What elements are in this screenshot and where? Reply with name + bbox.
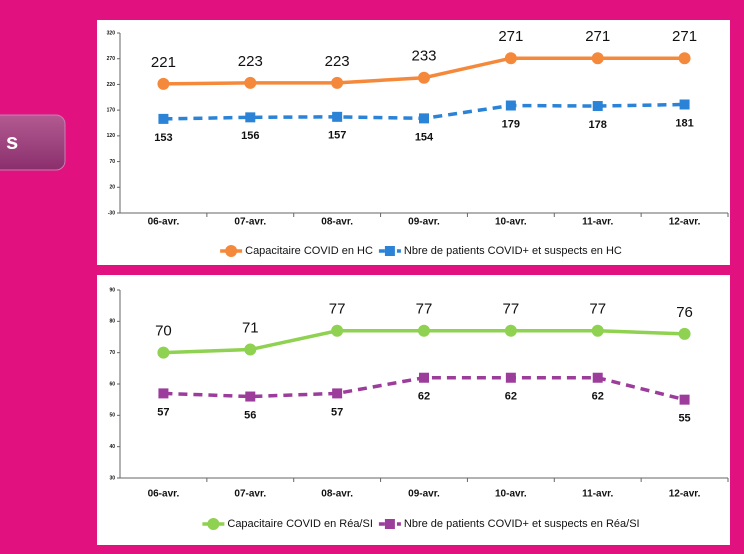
y-tick-label: 70 [109,159,115,165]
x-tick-label: 06-avr. [148,217,180,228]
data-label: 181 [675,117,693,129]
data-label: 57 [331,406,343,418]
data-label: 271 [498,28,523,45]
data-label: 76 [676,304,693,321]
legend-label: Nbre de patients COVID+ et suspects en H… [404,245,622,257]
chart-panel [97,275,730,545]
data-point [678,327,691,340]
y-tick-label: 320 [107,30,116,36]
data-label: 221 [151,54,176,71]
y-tick-label: 170 [107,107,116,113]
data-point [157,346,170,359]
data-point [592,372,603,383]
legend-marker [207,518,220,530]
data-point [158,388,169,399]
x-tick-label: 08-avr. [321,489,353,500]
data-label: 153 [154,132,172,144]
data-point [157,77,170,90]
data-point [245,112,256,123]
y-tick-label: 40 [109,444,115,450]
data-point [418,71,430,84]
data-label: 271 [585,28,610,45]
legend-marker [225,245,238,257]
data-point [591,52,604,65]
data-label: 62 [505,391,517,403]
legend-label: Capacitaire COVID en Réa/SI [227,518,373,530]
data-label: 156 [241,130,259,142]
data-point [245,391,256,402]
data-point [244,76,257,89]
data-point [418,324,430,337]
data-point [419,113,429,124]
legend-marker [384,519,395,529]
data-label: 223 [325,53,350,70]
data-point [591,324,604,337]
x-tick-label: 11-avr. [582,489,613,500]
data-label: 233 [411,48,436,65]
data-point [332,111,343,122]
data-label: 154 [415,131,434,143]
chart-panel [97,20,730,265]
data-label: 77 [589,301,606,318]
data-label: 71 [242,320,259,337]
data-point [505,100,516,111]
data-point [592,101,603,112]
data-point [332,388,343,399]
y-tick-label: 50 [109,413,115,419]
y-tick-label: 270 [107,56,116,62]
data-point [244,343,257,356]
x-tick-label: 09-avr. [408,489,440,500]
y-tick-label: 80 [109,319,115,325]
x-tick-label: 07-avr. [234,217,266,228]
data-point [158,113,169,124]
y-tick-label: 120 [107,133,116,139]
y-tick-label: 90 [109,287,115,293]
x-tick-label: 06-avr. [148,489,180,500]
data-point [331,324,344,337]
x-tick-label: 12-avr. [669,489,701,500]
legend-label: Nbre de patients COVID+ et suspects en R… [404,518,640,530]
data-point [505,372,516,383]
x-tick-label: 12-avr. [669,217,701,228]
button[interactable] [0,114,66,171]
data-label: 77 [416,301,433,318]
x-tick-label: 07-avr. [234,489,266,500]
x-tick-label: 11-avr. [582,217,613,228]
y-tick-label: 220 [107,82,116,88]
data-label: 70 [155,323,172,340]
data-label: 56 [244,409,256,421]
data-point [679,394,690,405]
data-label: 179 [502,118,520,130]
data-point [679,99,690,110]
x-tick-label: 10-avr. [495,217,527,228]
data-label: 55 [678,413,690,425]
y-tick-label: 60 [109,381,115,387]
legend-label: Capacitaire COVID en HC [245,245,373,257]
x-tick-label: 10-avr. [495,489,527,500]
x-tick-label: 08-avr. [321,217,353,228]
data-label: 77 [329,301,346,318]
data-label: 157 [328,130,346,142]
x-tick-label: 09-avr. [408,217,440,228]
y-tick-label: 70 [109,350,115,356]
data-label: 77 [503,301,520,318]
data-point [504,324,517,337]
data-label: 57 [157,406,169,418]
data-point [504,52,517,65]
y-tick-label: 20 [109,185,115,191]
y-tick-label: 30 [109,475,115,481]
data-point [419,372,429,383]
data-label: 178 [589,119,607,131]
data-label: 62 [418,391,430,403]
data-label: 271 [672,28,697,45]
legend-marker [384,246,395,256]
data-point [678,52,691,65]
data-point [331,76,344,89]
data-label: 62 [592,391,604,403]
button-label[interactable]: s [6,129,18,154]
data-label: 223 [238,53,263,70]
y-tick-label: -30 [108,210,115,216]
